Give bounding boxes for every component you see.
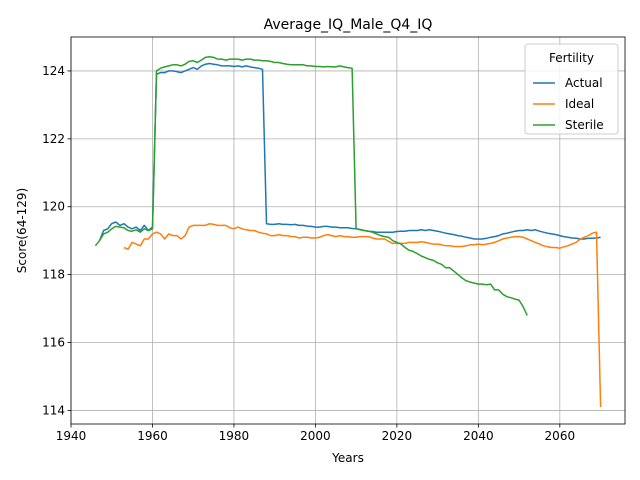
x-tick-label: 1960 [137, 429, 168, 443]
y-tick-label: 118 [42, 268, 65, 282]
x-tick-label: 2060 [545, 429, 576, 443]
legend-title: Fertility [549, 51, 594, 65]
series-line-actual [98, 62, 601, 241]
x-tick-label: 1940 [56, 429, 87, 443]
x-axis-label: Years [331, 451, 364, 465]
y-tick-label: 120 [42, 200, 65, 214]
legend-label-sterile: Sterile [565, 118, 604, 132]
legend-label-ideal: Ideal [565, 97, 594, 111]
y-tick-label: 122 [42, 132, 65, 146]
grid-lines [70, 37, 625, 424]
y-tick-label: 116 [42, 336, 65, 350]
legend-box [524, 43, 619, 135]
y-axis-label: Score(64-129) [15, 188, 29, 273]
plot-frame [70, 36, 626, 425]
x-tick-label: 1980 [219, 429, 250, 443]
series-line-sterile [94, 55, 528, 316]
x-tick-label: 2040 [463, 429, 494, 443]
legend-label-actual: Actual [565, 76, 603, 90]
x-tick-label: 2000 [300, 429, 331, 443]
x-tick-label: 2020 [382, 429, 413, 443]
series-lines [94, 55, 602, 408]
y-tick-label: 124 [42, 64, 65, 78]
legend: Fertility Actual Ideal Sterile [524, 43, 619, 135]
chart-title: Average_IQ_Male_Q4_IQ [264, 17, 433, 33]
y-axis-ticks: 114 116 118 120 122 124 [42, 64, 71, 417]
y-tick-label: 114 [42, 403, 65, 417]
series-line-ideal [123, 222, 602, 408]
x-axis-ticks: 1940 1960 1980 2000 2020 2040 2060 [56, 424, 575, 443]
